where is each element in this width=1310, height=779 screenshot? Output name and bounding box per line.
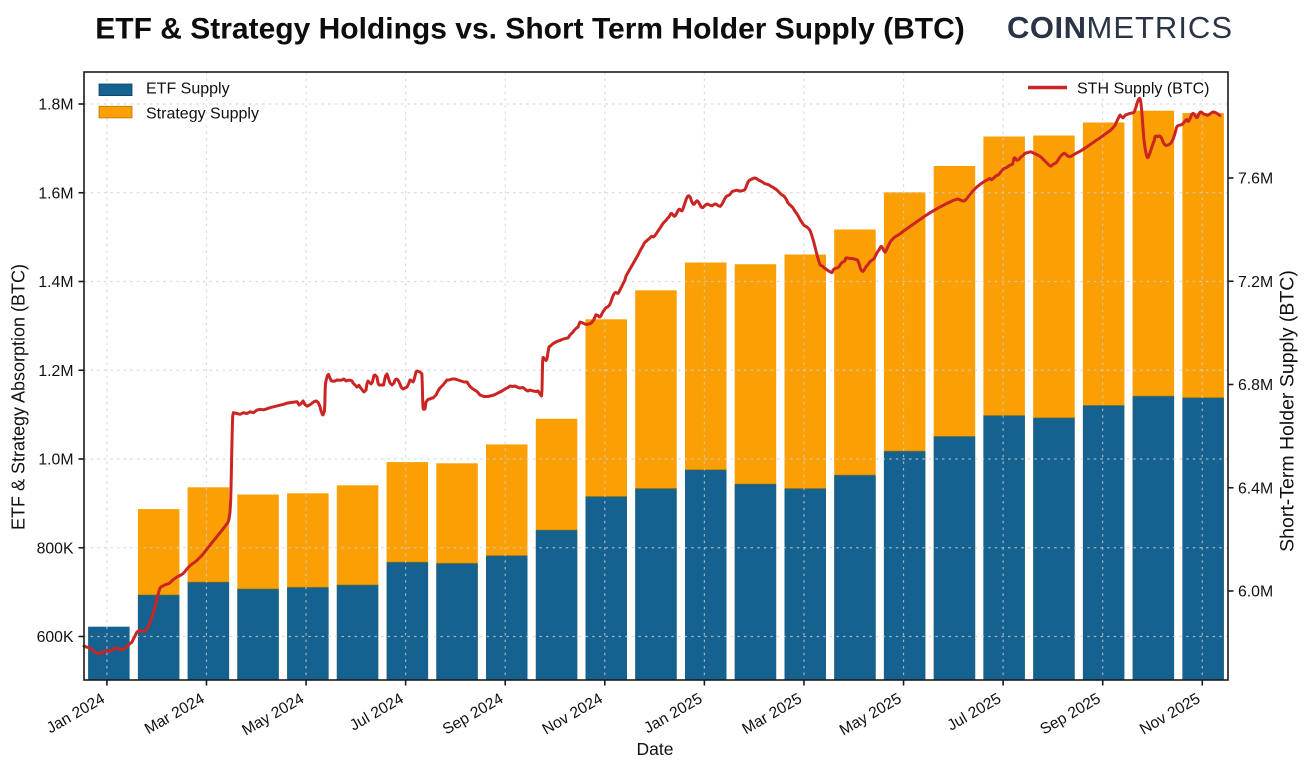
svg-text:6.0M: 6.0M bbox=[1238, 584, 1273, 601]
svg-text:ETF & Strategy Absorption (BTC: ETF & Strategy Absorption (BTC) bbox=[9, 264, 29, 530]
svg-text:1.8M: 1.8M bbox=[38, 97, 73, 114]
svg-text:Short-Term Holder Supply (BTC): Short-Term Holder Supply (BTC) bbox=[1277, 270, 1299, 552]
svg-text:800K: 800K bbox=[37, 540, 74, 557]
svg-text:1.6M: 1.6M bbox=[38, 185, 73, 202]
svg-text:1.0M: 1.0M bbox=[38, 452, 73, 469]
svg-text:Date: Date bbox=[637, 739, 674, 759]
svg-text:ETF & Strategy Holdings vs. Sh: ETF & Strategy Holdings vs. Short Term H… bbox=[95, 13, 965, 46]
svg-text:7.6M: 7.6M bbox=[1238, 171, 1273, 188]
svg-text:STH Supply (BTC): STH Supply (BTC) bbox=[1077, 81, 1209, 98]
svg-text:7.2M: 7.2M bbox=[1238, 274, 1273, 291]
svg-text:Strategy Supply: Strategy Supply bbox=[146, 106, 259, 123]
svg-text:6.4M: 6.4M bbox=[1238, 480, 1273, 497]
svg-text:1.2M: 1.2M bbox=[38, 363, 73, 380]
svg-text:600K: 600K bbox=[37, 629, 74, 646]
svg-text:1.4M: 1.4M bbox=[38, 274, 73, 291]
svg-text:6.8M: 6.8M bbox=[1238, 377, 1273, 394]
svg-text:COINMETRICS: COINMETRICS bbox=[1007, 10, 1233, 45]
svg-text:ETF Supply: ETF Supply bbox=[146, 81, 230, 98]
